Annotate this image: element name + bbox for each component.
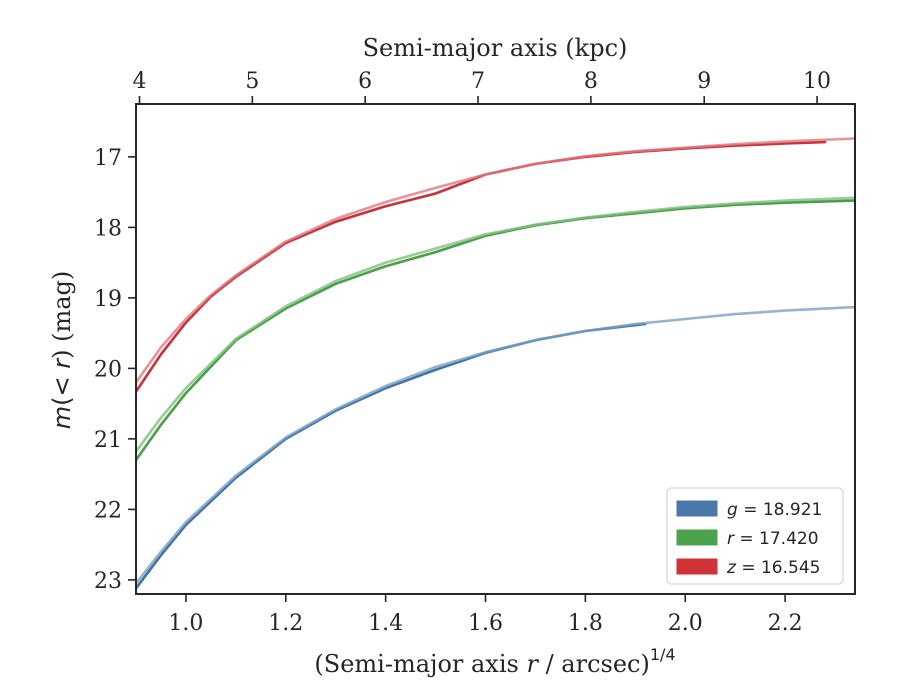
y-tick-label-4: 21 xyxy=(94,428,122,453)
y-tick-label-5: 22 xyxy=(94,498,122,523)
x-axis-title-prefix: (Semi-major axis xyxy=(314,650,526,678)
x-tick-label-2: 1.4 xyxy=(368,611,403,636)
x-tick-label-4: 1.8 xyxy=(568,611,603,636)
x-axis-title-var: r xyxy=(526,650,539,678)
y-axis-title-var2: r xyxy=(48,357,76,369)
top-x-tick-label-6: 10 xyxy=(803,69,831,94)
x-tick-label-6: 2.2 xyxy=(768,611,803,636)
x-axis-title-suffix: / arcsec) xyxy=(538,650,650,678)
x-axis-title: (Semi-major axis r / arcsec)1/4 xyxy=(314,645,675,678)
y-axis-title: m(< r) (mag) xyxy=(48,271,76,430)
legend-label-z: z = 16.545 xyxy=(726,558,820,578)
svg-text:m(< r) (mag): m(< r) (mag) xyxy=(48,271,76,430)
top-x-tick-label-3: 7 xyxy=(471,69,485,94)
top-x-tick-label-0: 4 xyxy=(132,69,146,94)
top-x-tick-label-2: 6 xyxy=(358,69,372,94)
top-x-tick-label-5: 9 xyxy=(697,69,711,94)
legend-label-r: r = 17.420 xyxy=(727,529,819,549)
y-axis-title-suffix: ) (mag) xyxy=(48,271,76,359)
top-x-tick-label-4: 8 xyxy=(584,69,598,94)
top-x-axis-title: Semi-major axis (kpc) xyxy=(363,34,628,62)
y-tick-label-6: 23 xyxy=(94,569,122,594)
top-x-tick-label-1: 5 xyxy=(245,69,259,94)
legend-swatch-r xyxy=(676,529,718,546)
x-tick-label-3: 1.6 xyxy=(468,611,503,636)
x-tick-label-5: 2.0 xyxy=(668,611,703,636)
y-axis-title-mid: (< xyxy=(48,369,76,406)
legend-swatch-z xyxy=(676,558,718,575)
series-line-r-extended xyxy=(136,196,855,453)
legend-swatch-g xyxy=(676,500,718,517)
y-tick-label-2: 19 xyxy=(94,287,122,312)
y-axis-title-var: m xyxy=(48,406,76,429)
series-line-z-extended xyxy=(136,137,855,384)
x-tick-label-1: 1.2 xyxy=(268,611,303,636)
series-line-r xyxy=(136,199,855,462)
x-tick-label-0: 1.0 xyxy=(168,611,203,636)
svg-text:(Semi-major axis r / arcsec)1/: (Semi-major axis r / arcsec)1/4 xyxy=(314,645,675,678)
series-line-g-extended xyxy=(136,305,855,585)
legend-label-g: g = 18.921 xyxy=(727,500,822,520)
y-tick-label-3: 20 xyxy=(94,357,122,382)
y-tick-label-1: 18 xyxy=(94,216,122,241)
plot-frame xyxy=(135,103,856,595)
y-tick-label-0: 17 xyxy=(94,146,122,171)
x-axis-title-power: 1/4 xyxy=(650,645,676,664)
